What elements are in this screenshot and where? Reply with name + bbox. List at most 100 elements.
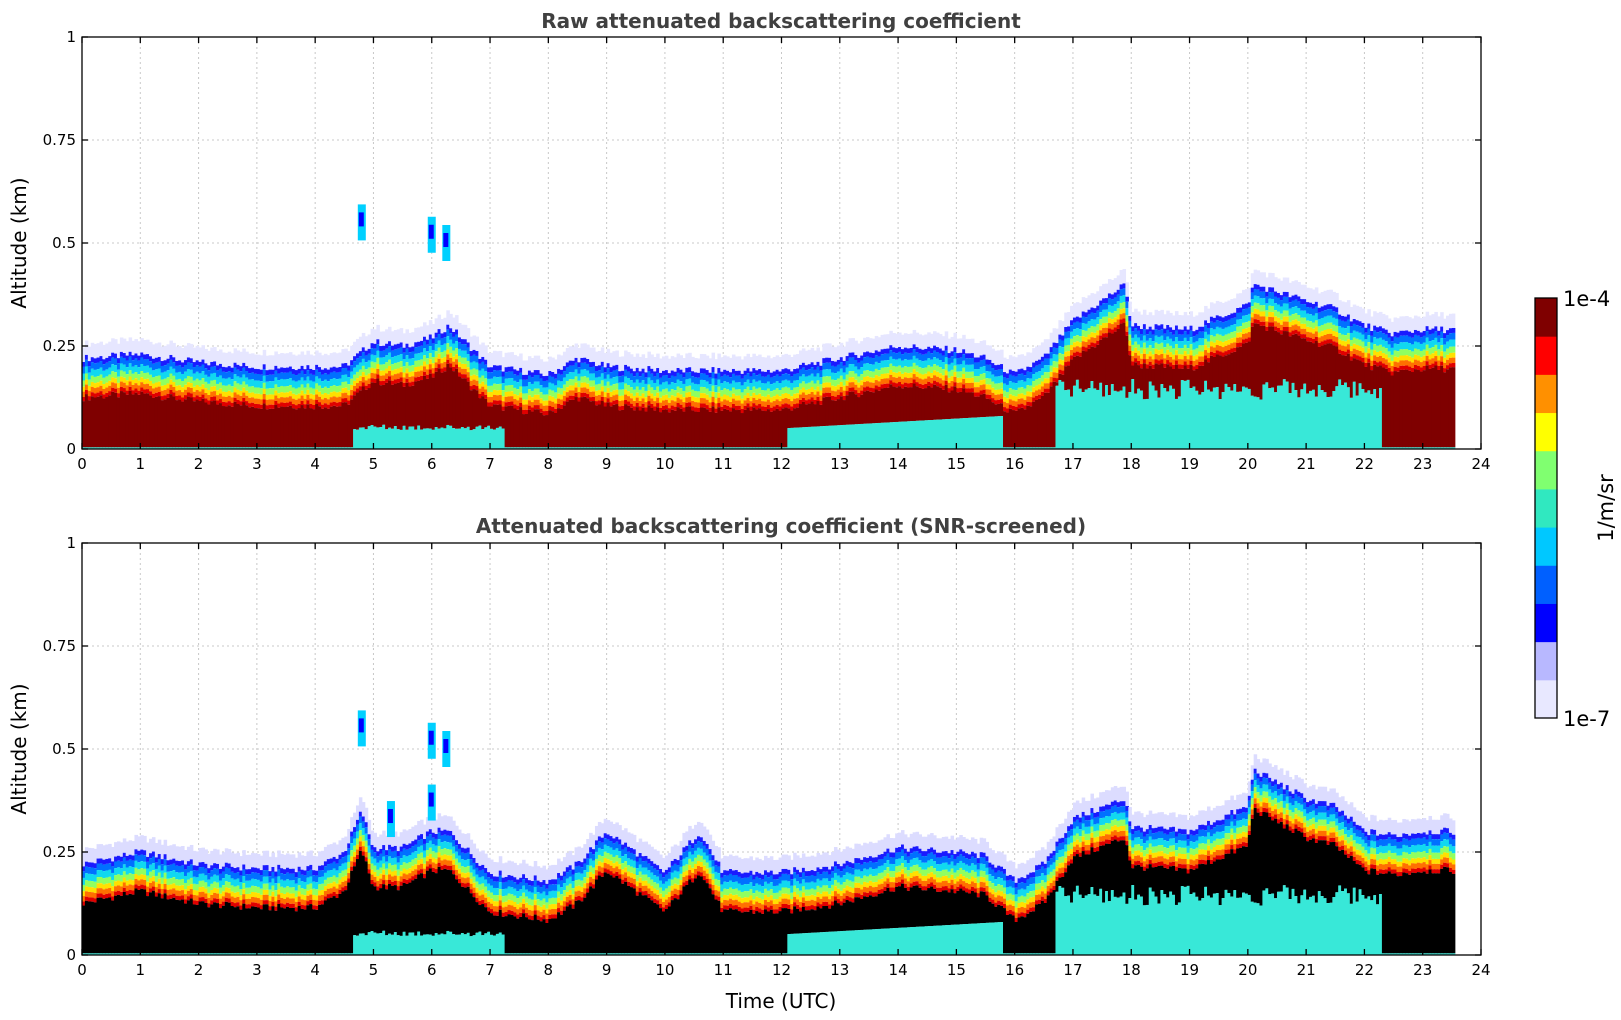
heatmap-cell [1274,303,1278,311]
heatmap-cell [1373,364,1377,390]
heatmap-cell [527,405,532,410]
heatmap-cell [385,382,389,430]
heatmap-cell [329,367,334,373]
heatmap-cell [116,890,121,895]
heatmap-cell [580,357,584,363]
heatmap-cell [842,346,847,361]
heatmap-cell [1434,311,1438,327]
heatmap-cell [420,429,424,449]
heatmap-cell [606,348,611,364]
heatmap-cell [1046,447,1051,449]
heatmap-cell [1282,326,1287,332]
heatmap-cell [1023,388,1027,395]
heatmap-cell [1250,322,1255,327]
heatmap-cell [396,362,401,369]
heatmap-cell [1224,383,1229,449]
heatmap-cell [900,378,905,385]
heatmap-cell [253,373,258,381]
heatmap-cell [90,342,95,358]
heatmap-cell [1075,341,1080,347]
heatmap-cell [638,396,643,402]
heatmap-cell [1218,355,1223,400]
heatmap-cell [1329,343,1333,397]
heatmap-cell [1008,394,1013,400]
heatmap-cell [108,447,112,449]
heatmap-cell [927,385,931,421]
heatmap-cell [504,396,509,403]
heatmap-cell [627,371,631,379]
heatmap-cell [1378,387,1383,449]
heatmap-cell [883,378,888,384]
heatmap-cell [1227,333,1231,340]
heatmap-cell [338,396,342,403]
heatmap-cell [868,364,873,372]
heatmap-cell [752,403,756,408]
heatmap-cell [1344,302,1348,317]
heatmap-cell [1215,326,1220,334]
heatmap-cell [1090,342,1094,347]
heatmap-cell [1288,326,1293,333]
heatmap-cell [102,359,106,365]
heatmap-cell [863,363,867,371]
heatmap-cell [291,447,296,449]
heatmap-cell [1020,447,1025,449]
heatmap-cell [431,338,436,344]
heatmap-cell [1142,335,1147,343]
heatmap-cell [836,359,841,365]
heatmap-cell [600,447,605,449]
heatmap-cell [574,376,579,383]
heatmap-cell [1448,346,1453,353]
heatmap-cell [924,388,928,421]
heatmap-cell [1256,284,1261,290]
heatmap-cell [192,347,197,363]
heatmap-cell [303,393,308,399]
heatmap-cell [548,395,552,401]
heatmap-cell [1434,447,1438,449]
heatmap-cell [979,341,984,356]
heatmap-cell [178,385,182,391]
heatmap-cell [437,353,442,359]
heatmap-cell [1096,335,1100,341]
heatmap-cell [1139,333,1144,341]
heatmap-cell [714,385,718,393]
heatmap-cell [825,357,829,363]
heatmap-cell [1172,334,1176,342]
heatmap-cell [615,447,619,449]
heatmap-cell [813,376,818,384]
heatmap-cell [140,391,144,448]
heatmap-cell [688,447,692,449]
heatmap-cell [761,357,765,372]
x-tick-label: 21 [1297,455,1316,473]
heatmap-cell [1110,279,1115,295]
heatmap-cell [498,390,503,395]
heatmap-cell [536,388,541,395]
heatmap-cell [1020,354,1025,369]
heatmap-cell [131,373,136,380]
heatmap-cell [1078,303,1083,318]
heatmap-cell [490,385,494,392]
heatmap-cell [364,389,369,430]
heatmap-cell [1043,339,1048,354]
heatmap-cell [370,367,375,373]
heatmap-cell [1166,325,1170,330]
heatmap-cell [603,406,608,448]
heatmap-cell [1338,379,1342,449]
heatmap-cell [673,401,678,407]
heatmap-cell [519,392,523,398]
heatmap-cell [1116,391,1121,449]
heatmap-cell [1274,296,1278,304]
heatmap-cell [1259,286,1264,292]
heatmap-cell [883,422,888,449]
heatmap-cell [982,379,987,385]
heatmap-cell [1344,355,1348,383]
heatmap-cell [557,354,561,369]
heatmap-cell [390,357,395,365]
heatmap-cell [559,381,564,389]
heatmap-cell [644,447,649,449]
heatmap-cell [1084,337,1089,343]
heatmap-cell [711,378,716,386]
heatmap-cell [411,385,415,427]
heatmap-cell [557,387,561,394]
heatmap-cell [930,372,934,378]
heatmap-cell [702,393,707,399]
